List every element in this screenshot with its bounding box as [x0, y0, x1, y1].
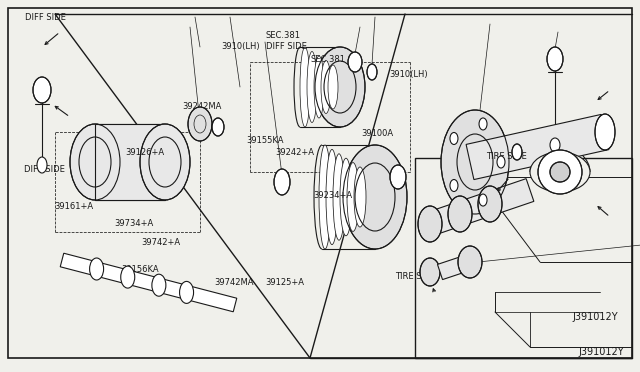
Ellipse shape	[315, 47, 365, 127]
Text: TIRE SIDE: TIRE SIDE	[486, 153, 527, 161]
Ellipse shape	[321, 61, 331, 113]
Text: DIFF SIDE: DIFF SIDE	[266, 42, 307, 51]
Ellipse shape	[121, 266, 135, 288]
Ellipse shape	[140, 124, 190, 200]
Text: 39155KA: 39155KA	[246, 136, 284, 145]
Text: 39156KA: 39156KA	[122, 265, 159, 274]
Bar	[415, 158, 632, 358]
Text: J391012Y: J391012Y	[579, 347, 624, 356]
Text: 39126+A: 39126+A	[125, 148, 164, 157]
Ellipse shape	[478, 186, 502, 222]
Ellipse shape	[343, 145, 407, 249]
Ellipse shape	[497, 156, 505, 168]
Polygon shape	[466, 115, 609, 180]
Ellipse shape	[152, 274, 166, 296]
Ellipse shape	[328, 65, 338, 109]
Text: 39742+A: 39742+A	[141, 238, 180, 247]
Text: 39234+A: 39234+A	[314, 191, 353, 200]
Text: 39242+A: 39242+A	[275, 148, 314, 157]
Ellipse shape	[448, 196, 472, 232]
Ellipse shape	[314, 56, 324, 118]
Polygon shape	[438, 254, 472, 280]
Text: 39125+A: 39125+A	[266, 278, 305, 287]
Ellipse shape	[188, 107, 212, 141]
Ellipse shape	[418, 206, 442, 242]
Ellipse shape	[307, 51, 317, 122]
Ellipse shape	[33, 77, 51, 103]
Ellipse shape	[547, 47, 563, 71]
Ellipse shape	[441, 110, 509, 214]
Ellipse shape	[274, 169, 290, 195]
Ellipse shape	[300, 47, 310, 127]
Ellipse shape	[538, 150, 582, 194]
Ellipse shape	[90, 258, 104, 280]
Text: 39734+A: 39734+A	[114, 219, 153, 228]
Ellipse shape	[367, 64, 377, 80]
Ellipse shape	[340, 158, 352, 236]
Text: 3910(LH): 3910(LH)	[221, 42, 259, 51]
Text: 39742MA: 39742MA	[214, 278, 254, 287]
Text: DIFF SIDE: DIFF SIDE	[25, 13, 66, 22]
Ellipse shape	[348, 52, 362, 72]
Ellipse shape	[347, 163, 359, 231]
Ellipse shape	[326, 150, 338, 245]
Ellipse shape	[354, 167, 366, 227]
Ellipse shape	[212, 118, 224, 136]
Text: TIRE SIDE: TIRE SIDE	[396, 272, 436, 280]
Ellipse shape	[319, 145, 331, 249]
Text: 39242MA: 39242MA	[182, 102, 222, 110]
Bar	[95, 124, 165, 200]
Ellipse shape	[595, 114, 615, 150]
Text: SEC.381: SEC.381	[266, 31, 301, 40]
Ellipse shape	[37, 157, 47, 173]
Ellipse shape	[458, 246, 482, 278]
Ellipse shape	[450, 132, 458, 144]
Text: DIFF SIDE: DIFF SIDE	[24, 165, 65, 174]
Ellipse shape	[479, 194, 487, 206]
Ellipse shape	[333, 154, 345, 240]
Text: 3910(LH): 3910(LH)	[389, 70, 428, 79]
Ellipse shape	[420, 258, 440, 286]
Ellipse shape	[450, 180, 458, 192]
Ellipse shape	[70, 124, 120, 200]
Text: J391012Y: J391012Y	[572, 312, 618, 322]
Text: SEC.381: SEC.381	[310, 55, 346, 64]
Polygon shape	[426, 179, 534, 235]
Ellipse shape	[180, 281, 193, 304]
Ellipse shape	[390, 165, 406, 189]
Text: 39161+A: 39161+A	[54, 202, 93, 211]
Text: 39100A: 39100A	[362, 129, 394, 138]
Ellipse shape	[550, 138, 560, 152]
Ellipse shape	[512, 144, 522, 160]
Polygon shape	[60, 253, 237, 312]
Ellipse shape	[550, 162, 570, 182]
Ellipse shape	[479, 118, 487, 130]
Ellipse shape	[530, 152, 590, 192]
